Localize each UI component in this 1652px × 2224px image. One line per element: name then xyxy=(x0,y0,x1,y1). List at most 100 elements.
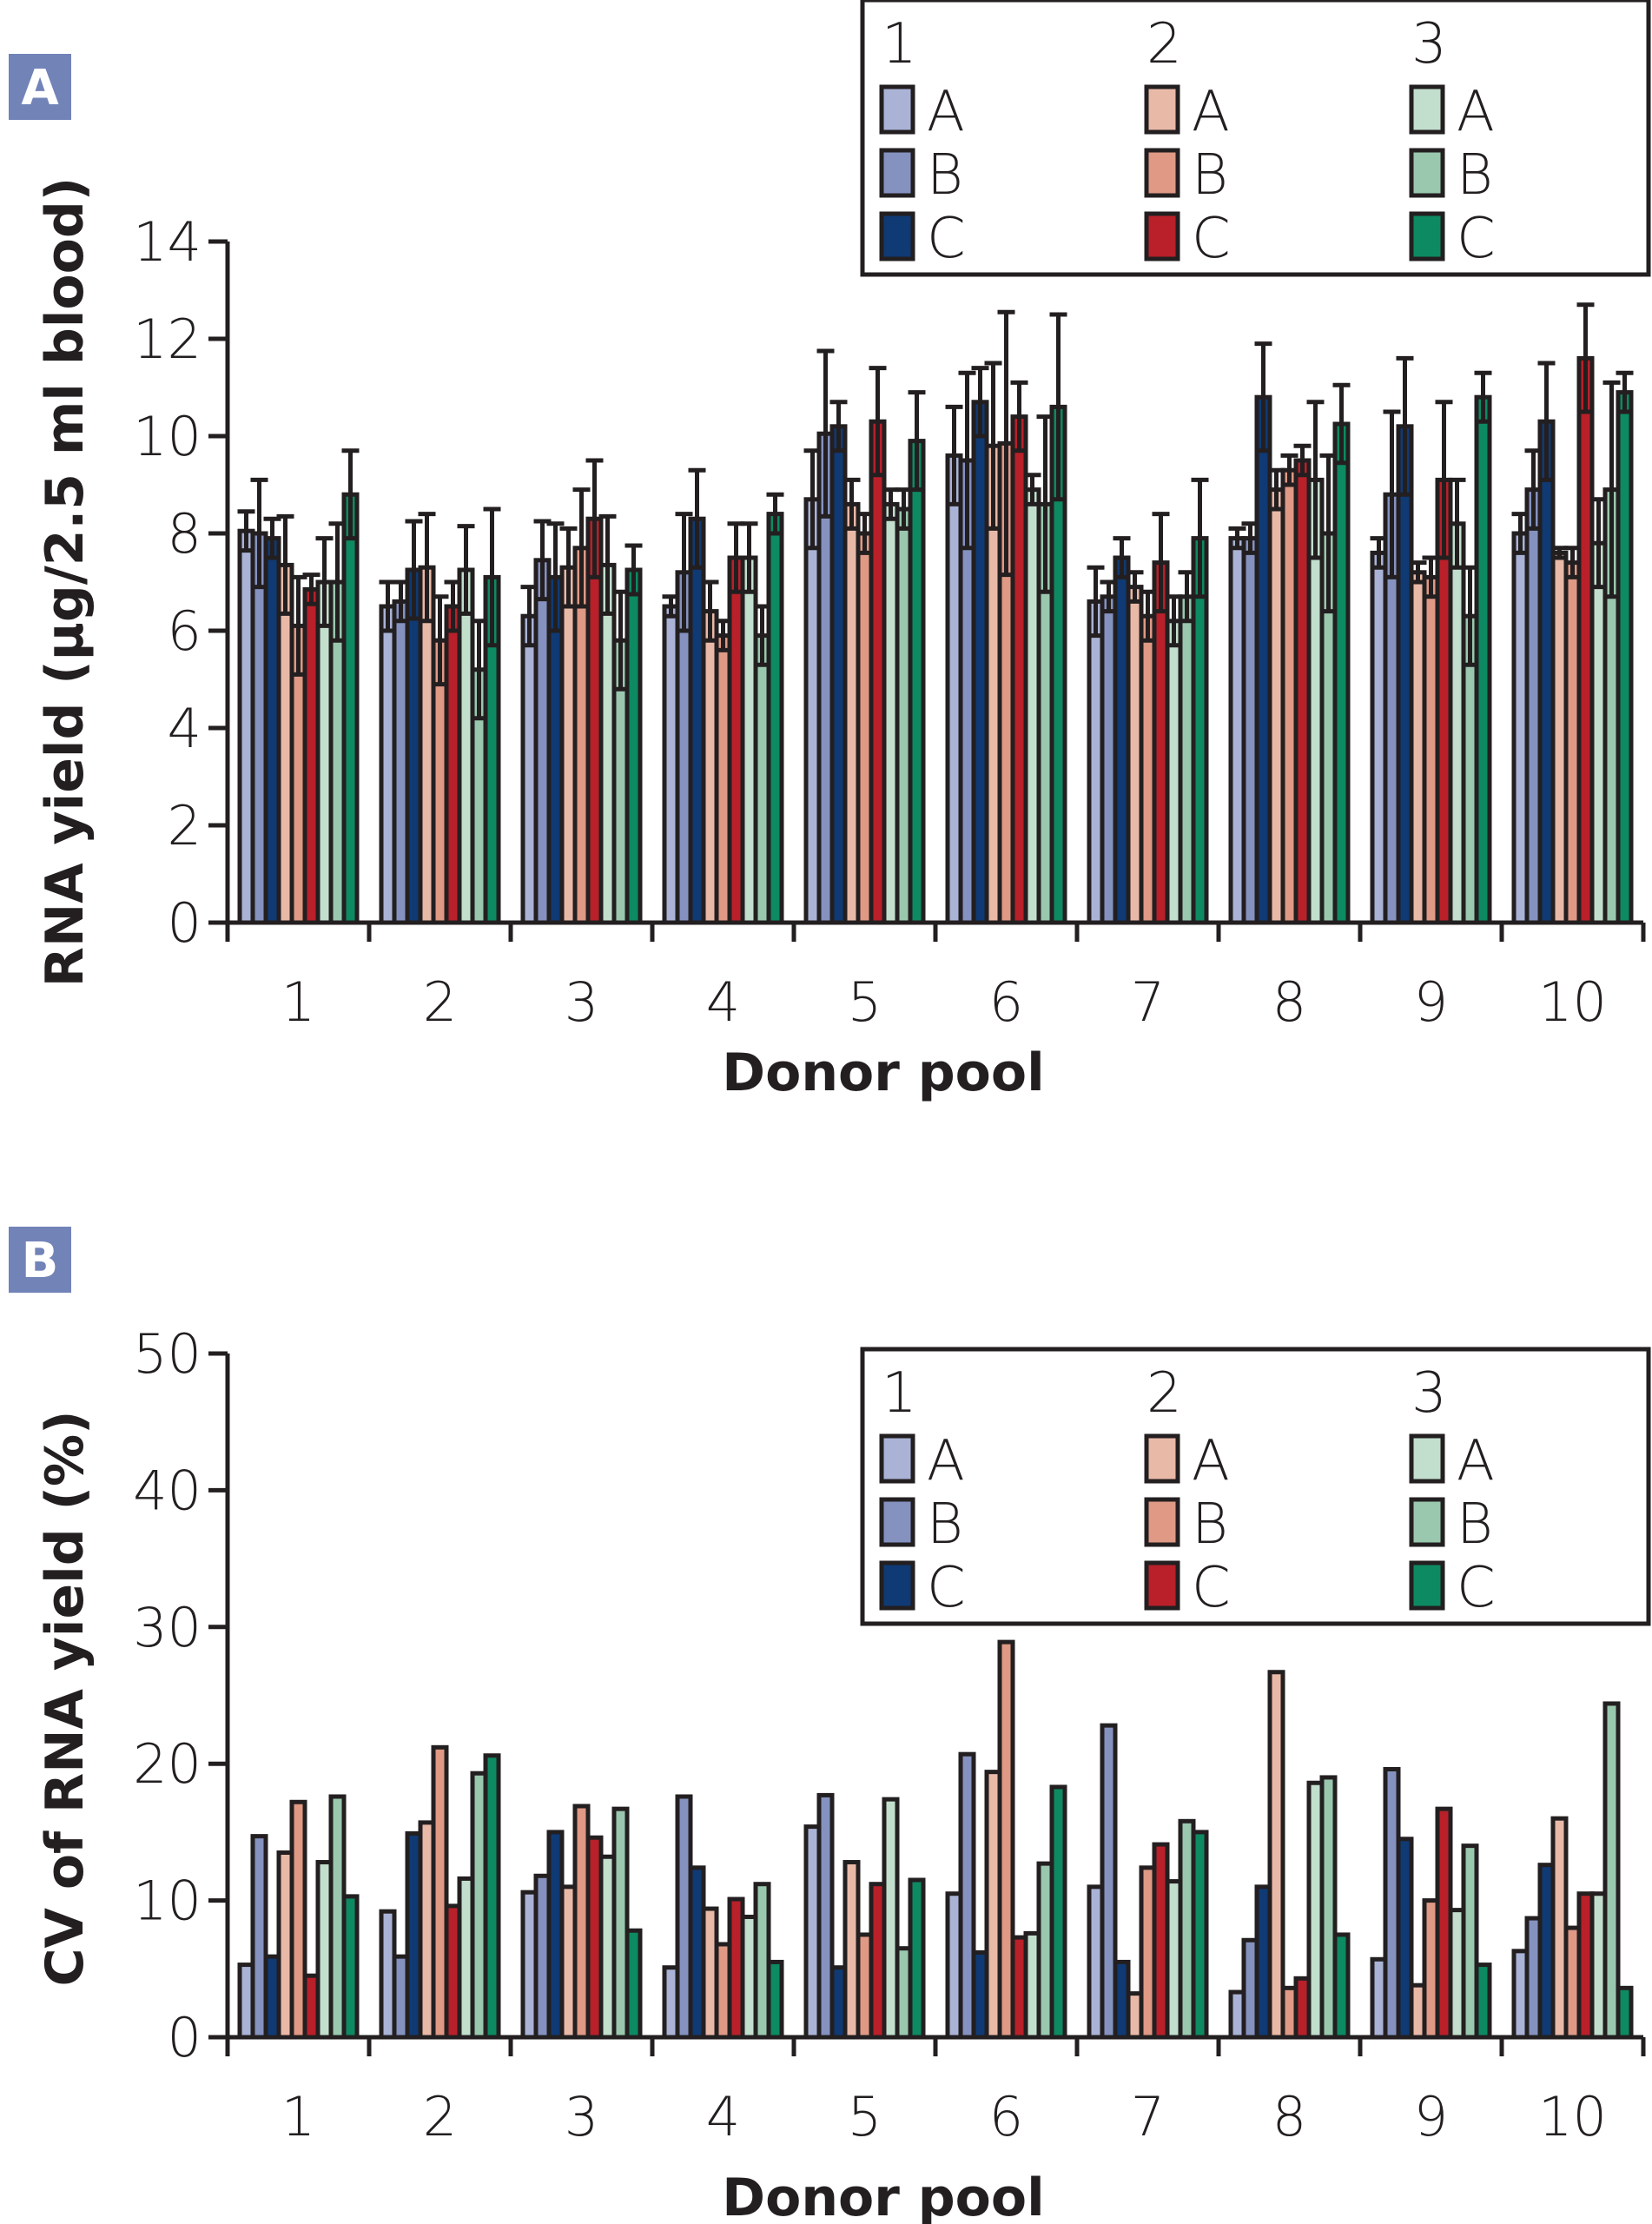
bar-3c-pool-10 xyxy=(1616,390,1634,925)
bar-3c-pool-1 xyxy=(341,1894,360,2040)
bar-3c-pool-8 xyxy=(1332,1932,1351,2040)
x-tick-label: 4 xyxy=(706,970,740,1034)
x-tick-label: 4 xyxy=(706,2085,740,2148)
x-tick-label: 5 xyxy=(848,2085,882,2148)
bar-1c-pool-9 xyxy=(1396,1837,1414,2040)
x-tick-label: 1 xyxy=(281,970,315,1034)
legend-swatch-2c xyxy=(1144,1560,1180,1611)
bar-2b-pool-2 xyxy=(431,1744,449,2040)
bar-3c-pool-5 xyxy=(908,1877,926,2040)
y-tick-label: 50 xyxy=(133,1322,202,1386)
y-tick-label: 4 xyxy=(168,697,202,760)
legend-group-label: 2 xyxy=(1146,1361,1182,1426)
legend-item-label: C xyxy=(1192,207,1231,271)
legend-group-label: 1 xyxy=(882,12,917,76)
bar-3c-pool-7 xyxy=(1191,1830,1209,2040)
panel-badge-box xyxy=(9,54,71,120)
bar-3c-pool-4 xyxy=(766,1959,784,2040)
y-axis-title: RNA yield (µg/2.5 ml blood) xyxy=(35,177,96,987)
x-tick-label: 2 xyxy=(423,2085,457,2148)
y-tick-label: 2 xyxy=(168,794,202,857)
panel-badge-label: A xyxy=(21,60,59,116)
legend-item-label: C xyxy=(927,1556,966,1620)
y-tick-label: 8 xyxy=(168,502,202,566)
legend-item-label: C xyxy=(1192,1556,1231,1620)
bar-1b-pool-6 xyxy=(958,1751,976,2040)
legend-item-label: C xyxy=(927,207,966,271)
bar-3c-pool-9 xyxy=(1474,394,1492,925)
bar-3b-pool-8 xyxy=(1319,1775,1338,2040)
bar-3c-pool-6 xyxy=(1049,1784,1067,2040)
y-axis-title: CV of RNA yield (%) xyxy=(35,1410,96,1986)
y-tick-label: 14 xyxy=(133,210,202,274)
x-tick-label: 7 xyxy=(1131,2085,1165,2148)
x-tick-label: 6 xyxy=(989,970,1023,1034)
bar-3b-pool-9 xyxy=(1461,1843,1479,2040)
panel-badge-box xyxy=(9,1227,71,1293)
legend-swatch-1b xyxy=(879,148,915,198)
y-tick-label: 6 xyxy=(168,599,202,663)
legend-swatch-1a xyxy=(879,84,915,135)
chart-panel-b: B 0 10 20 30 40 50 1 2 3 4 5 6 7 8 9 10 Donor pool CV of R… xyxy=(9,1227,1651,2224)
panel-badge: A xyxy=(9,54,71,120)
legend-group-label: 3 xyxy=(1411,1361,1447,1426)
bar-1b-pool-7 xyxy=(1100,1723,1118,2040)
x-tick-label: 1 xyxy=(281,2085,315,2148)
legend-item-label: A xyxy=(1457,1429,1495,1493)
x-tick-label: 8 xyxy=(1272,2085,1306,2148)
bar-2a-pool-8 xyxy=(1267,1670,1285,2040)
bar-3c-pool-10 xyxy=(1616,1985,1634,2040)
x-tick-label: 10 xyxy=(1538,2085,1607,2148)
legend-box xyxy=(860,0,1651,277)
panel-badge-label: B xyxy=(22,1233,59,1289)
x-tick-label: 8 xyxy=(1272,970,1306,1034)
x-tick-label: 6 xyxy=(989,2085,1023,2148)
legend-swatch-1c xyxy=(879,211,915,261)
y-tick-label: 0 xyxy=(168,891,202,955)
x-tick-label: 5 xyxy=(848,970,882,1034)
legend-swatch-3c xyxy=(1409,1560,1445,1611)
legend-swatch-3a xyxy=(1409,84,1445,135)
legend-item-label: A xyxy=(1192,1429,1230,1493)
legend-swatch-1c xyxy=(879,1560,915,1611)
bar-3c-pool-8 xyxy=(1332,421,1351,925)
y-tick-label: 30 xyxy=(133,1596,202,1659)
x-tick-label: 2 xyxy=(423,970,457,1034)
legend-item-label: A xyxy=(927,80,965,144)
legend-group-label: 3 xyxy=(1411,12,1447,76)
legend-swatch-2a xyxy=(1144,84,1180,135)
bar-3c-pool-9 xyxy=(1474,1963,1492,2040)
legend-group-label: 2 xyxy=(1146,12,1182,76)
bar-3c-pool-2 xyxy=(483,1753,501,2040)
legend-item-label: B xyxy=(927,143,963,208)
y-tick-label: 40 xyxy=(133,1459,202,1522)
x-tick-label: 9 xyxy=(1414,970,1448,1034)
bar-3b-pool-10 xyxy=(1602,1701,1621,2040)
y-tick-label: 12 xyxy=(133,308,202,371)
bar-2b-pool-6 xyxy=(997,1639,1015,2040)
bar-3a-pool-5 xyxy=(882,1797,900,2040)
panel-badge: B xyxy=(9,1227,71,1293)
y-tick-label: 20 xyxy=(133,1732,202,1796)
legend-group-label: 1 xyxy=(882,1361,917,1426)
bar-3c-pool-4 xyxy=(766,512,784,925)
x-tick-label: 3 xyxy=(565,2085,598,2148)
bar-1b-pool-1 xyxy=(250,1834,268,2040)
bar-3c-pool-1 xyxy=(341,492,360,925)
legend-swatch-2a xyxy=(1144,1433,1180,1484)
bar-3c-pool-5 xyxy=(908,439,926,925)
x-tick-label: 9 xyxy=(1414,2085,1448,2148)
x-axis-title: Donor pool xyxy=(722,1042,1044,1103)
x-tick-label: 7 xyxy=(1131,970,1165,1034)
legend-item-label: B xyxy=(1457,143,1493,208)
legend-swatch-2c xyxy=(1144,211,1180,261)
x-tick-label: 10 xyxy=(1538,970,1607,1034)
legend-item-label: C xyxy=(1457,1556,1496,1620)
bar-3c-pool-3 xyxy=(624,1928,643,2040)
legend-swatch-1a xyxy=(879,1433,915,1484)
legend-box xyxy=(860,1347,1651,1626)
